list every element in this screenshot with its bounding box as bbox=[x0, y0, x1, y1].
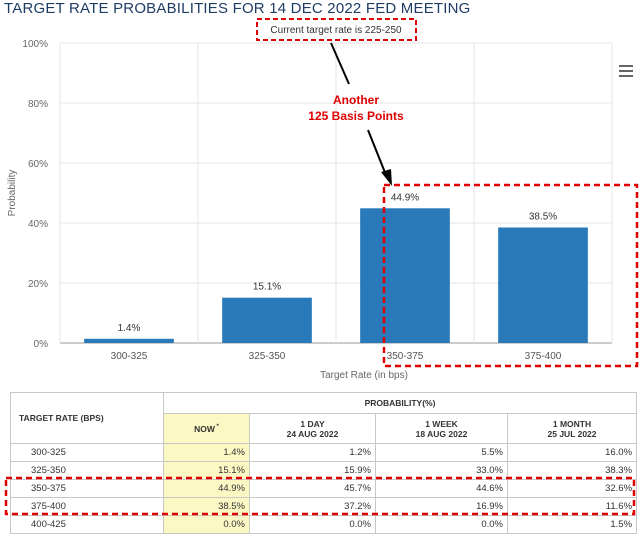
probability-cell: 38.5% bbox=[163, 497, 250, 516]
bar-350-375 bbox=[360, 208, 450, 343]
table-row: 325-350 15.1% 15.9% 33.0% 38.3% bbox=[10, 461, 638, 480]
bar-375-400 bbox=[498, 227, 588, 343]
probability-cell: 33.0% bbox=[375, 461, 508, 480]
current-rate-box bbox=[256, 18, 417, 41]
probability-cell: 44.9% bbox=[163, 479, 250, 498]
probability-cell: 38.3% bbox=[506, 461, 638, 480]
y-axis-label: Probability bbox=[7, 170, 18, 217]
column-header: 1 MONTH 25 JUL 2022 bbox=[506, 413, 638, 444]
x-tick-label: 375-400 bbox=[525, 351, 562, 362]
bar-325-350 bbox=[222, 297, 312, 343]
current-rate-label: Current target rate is 225-250 bbox=[270, 25, 402, 36]
data-label: 1.4% bbox=[118, 323, 141, 334]
column-header: 1 WEEK 18 AUG 2022 bbox=[375, 413, 508, 444]
rate-cell: 350-375 bbox=[10, 479, 164, 498]
probability-cell: 16.0% bbox=[506, 443, 638, 462]
highlight-box-bars bbox=[382, 183, 639, 368]
y-tick-label: 60% bbox=[28, 159, 48, 170]
y-tick-label: 100% bbox=[22, 39, 48, 50]
probability-cell: 16.9% bbox=[375, 497, 508, 516]
data-label: 38.5% bbox=[529, 212, 557, 223]
data-label: 15.1% bbox=[253, 282, 281, 293]
rate-cell: 375-400 bbox=[10, 497, 164, 516]
bar-300-325 bbox=[84, 338, 174, 343]
y-tick-label: 80% bbox=[28, 99, 48, 110]
x-tick-label: 325-350 bbox=[249, 351, 286, 362]
probability-cell: 11.6% bbox=[506, 497, 638, 516]
probability-header: PROBABILITY(%) bbox=[162, 392, 638, 414]
bar-chart: 0% 20% 40% 60% 80% 100% 1.4% 15.1% 44.9% 38.5% 3… bbox=[7, 18, 639, 381]
arrow-line-top bbox=[330, 42, 350, 85]
chart-title: TARGET RATE PROBABILITIES FOR 14 DEC 202… bbox=[4, 0, 471, 17]
rate-cell: 300-325 bbox=[10, 443, 164, 462]
probability-table: TARGET RATE (BPS) PROBABILITY(%) NOW * 1 … bbox=[10, 392, 638, 534]
chart-menu-icon[interactable] bbox=[619, 65, 633, 77]
table-row: 375-400 38.5% 37.2% 16.9% 11.6% bbox=[10, 497, 638, 516]
callout-line-1: Another bbox=[333, 93, 379, 107]
y-tick-label: 0% bbox=[34, 339, 49, 350]
y-tick-label: 20% bbox=[28, 279, 48, 290]
probability-cell: 32.6% bbox=[506, 479, 638, 498]
probability-cell: 37.2% bbox=[249, 497, 376, 516]
probability-cell: 15.1% bbox=[163, 461, 250, 480]
probability-cell: 15.9% bbox=[249, 461, 376, 480]
y-tick-label: 40% bbox=[28, 219, 48, 230]
table-row: 300-325 1.4% 1.2% 5.5% 16.0% bbox=[10, 443, 638, 462]
arrow-head bbox=[381, 169, 392, 186]
x-tick-label: 350-375 bbox=[387, 351, 424, 362]
probability-cell: 5.5% bbox=[375, 443, 508, 462]
rate-header: TARGET RATE (BPS) bbox=[10, 392, 164, 444]
callout-line-2: 125 Basis Points bbox=[308, 109, 404, 123]
x-tick-label: 300-325 bbox=[111, 351, 148, 362]
column-header: NOW * bbox=[163, 413, 250, 444]
table-row: 350-375 44.9% 45.7% 44.6% 32.6% bbox=[10, 479, 638, 498]
probability-cell: 44.6% bbox=[375, 479, 508, 498]
probability-cell: 45.7% bbox=[249, 479, 376, 498]
column-header: 1 DAY 24 AUG 2022 bbox=[249, 413, 376, 444]
probability-cell: 1.2% bbox=[249, 443, 376, 462]
arrow-line-bottom bbox=[367, 129, 387, 176]
data-label: 44.9% bbox=[391, 192, 419, 203]
probability-cell: 1.4% bbox=[163, 443, 250, 462]
x-axis-label: Target Rate (in bps) bbox=[320, 370, 408, 381]
rate-cell: 325-350 bbox=[10, 461, 164, 480]
